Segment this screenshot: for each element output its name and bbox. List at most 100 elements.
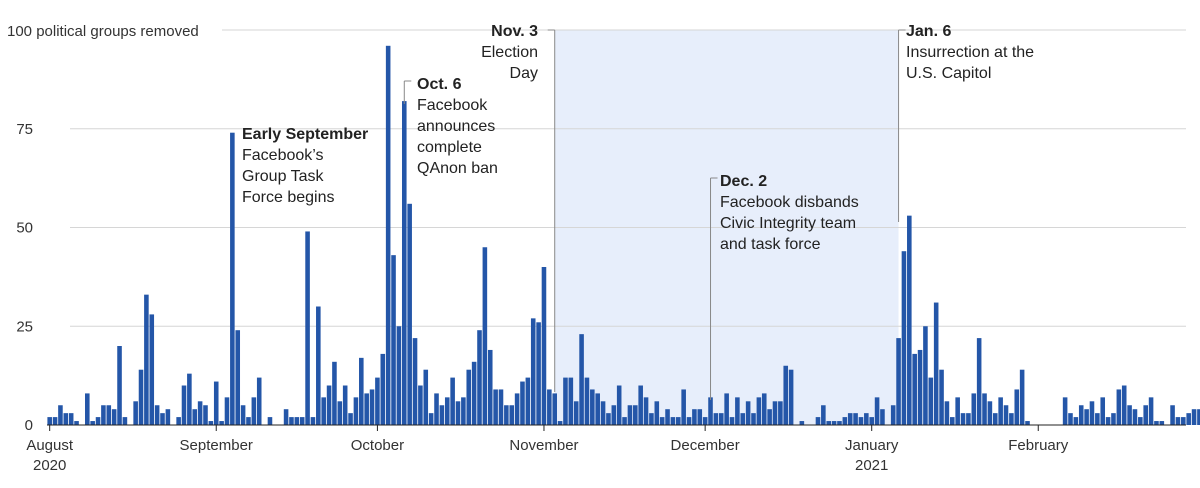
bar (401, 101, 407, 425)
bar (160, 413, 165, 425)
bar (514, 393, 520, 425)
bar (547, 389, 552, 425)
x-axis-ticks: August 2020 September October November Decemb… (26, 425, 1069, 474)
bar (316, 306, 321, 425)
bar (1186, 413, 1191, 425)
bar (1089, 401, 1095, 425)
bar (563, 377, 568, 425)
x-tick-label: November (509, 437, 578, 454)
annotation-text: and task force (720, 236, 821, 253)
bar (681, 389, 686, 425)
bar (299, 417, 305, 425)
bar (756, 397, 762, 425)
bar (1084, 409, 1089, 425)
x-tick-label: December (671, 437, 740, 454)
bar (471, 361, 477, 425)
bar (568, 377, 574, 425)
bar (1121, 385, 1127, 425)
bar (552, 393, 558, 425)
bar (966, 413, 971, 425)
bar (165, 409, 171, 425)
annotation-text: Group Task (242, 168, 325, 185)
bar (584, 377, 590, 425)
bar (573, 401, 579, 425)
bar (1100, 397, 1106, 425)
bar (117, 346, 122, 425)
bar (246, 417, 251, 425)
bar (203, 405, 208, 425)
x-tick-label: January (845, 437, 899, 454)
y-tick-label: 75 (16, 121, 33, 138)
bar (869, 417, 874, 425)
annotation-title: Oct. 6 (417, 76, 462, 93)
x-tick-label: February (1008, 437, 1069, 454)
bar (665, 409, 670, 425)
bar (235, 330, 241, 425)
bar (482, 247, 488, 425)
annotations: Early September Facebook’s Group Task Force… (242, 23, 1034, 400)
bar (461, 397, 466, 425)
bar (697, 409, 703, 425)
bar (729, 417, 735, 425)
bar (197, 401, 203, 425)
bar (890, 405, 896, 425)
bar (1105, 417, 1111, 425)
bar (504, 405, 509, 425)
bar (901, 251, 907, 425)
bar (853, 413, 858, 425)
bar (1003, 405, 1009, 425)
bar (654, 401, 660, 425)
bar (939, 369, 944, 425)
bar (976, 338, 982, 425)
bar (230, 132, 235, 425)
bar (992, 413, 998, 425)
bar (181, 385, 187, 425)
bar (487, 349, 493, 425)
bar (815, 417, 821, 425)
bar (702, 417, 708, 425)
bar (224, 397, 230, 425)
bar (713, 413, 719, 425)
bar (149, 314, 155, 425)
bar (310, 417, 316, 425)
bar (907, 215, 912, 425)
bar (353, 397, 359, 425)
bar (509, 405, 515, 425)
bar (68, 413, 74, 425)
annotation-text: Election (481, 44, 538, 61)
bar (847, 413, 853, 425)
bar (1014, 389, 1020, 425)
bar (826, 421, 832, 425)
bar (633, 405, 638, 425)
bar (450, 377, 455, 425)
bar (675, 417, 681, 425)
bar (455, 401, 461, 425)
bar (106, 405, 112, 425)
bar (493, 389, 498, 425)
bar (659, 417, 665, 425)
bar (778, 401, 783, 425)
bar (606, 413, 611, 425)
y-tick-label: 25 (16, 318, 33, 335)
bar (369, 389, 375, 425)
bar (418, 385, 423, 425)
bar (622, 417, 627, 425)
bar (359, 357, 364, 425)
bar (611, 405, 617, 425)
bar (439, 405, 445, 425)
bar (407, 203, 412, 425)
bar (444, 397, 450, 425)
bar (960, 413, 966, 425)
bar (133, 401, 138, 425)
bar (1159, 421, 1165, 425)
bar (1191, 409, 1197, 425)
bar (385, 45, 391, 426)
bar (638, 385, 643, 425)
annotation-text: Force begins (242, 189, 335, 206)
x-tick-sublabel: 2020 (33, 457, 66, 474)
bar (600, 401, 606, 425)
bar (896, 338, 901, 425)
bar (90, 421, 95, 425)
bar (718, 413, 724, 425)
